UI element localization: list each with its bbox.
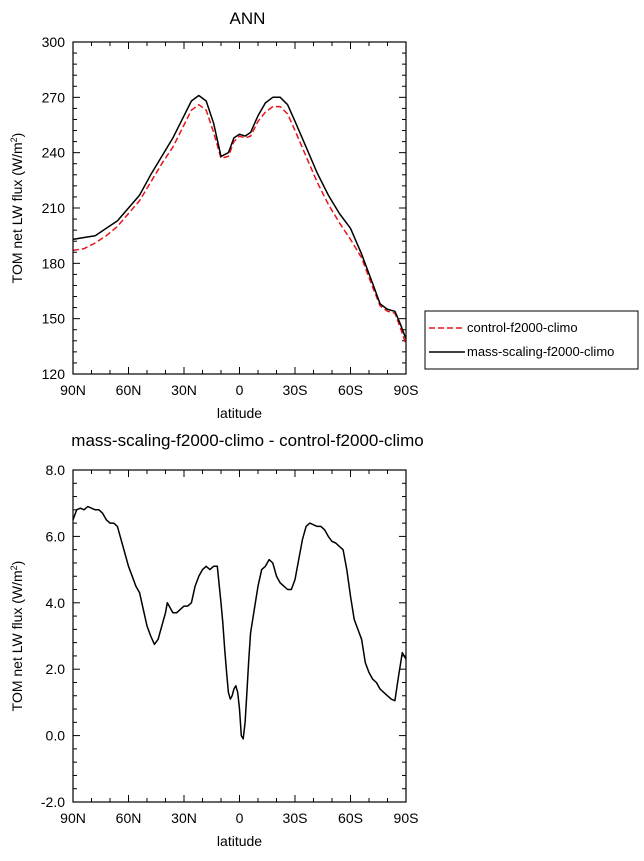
top-panel: ANN 90N 60N 30N 0 30S 60S 90S 120 150 180 210 240 270… [9, 9, 639, 421]
y-tick-label: -2.0 [41, 794, 65, 810]
series-line-0 [72, 505, 407, 740]
plot-frame [72, 469, 407, 803]
x-tick-label: 60S [338, 810, 363, 826]
y-axis-label-main: TOM net LW flux (W/m [9, 570, 25, 711]
x-tick-label: 60N [116, 382, 142, 398]
y-tick-label: 4.0 [46, 595, 66, 611]
x-axis-label: latitude [217, 405, 262, 421]
bottom-panel: mass-scaling-f2000-climo - control-f2000… [9, 431, 424, 849]
y-tick-label: 6.0 [46, 528, 66, 544]
series-line-0 [72, 103, 407, 345]
y-axis-label-main: TOM net LW flux (W/m [9, 142, 25, 283]
x-tick-label: 30N [171, 382, 197, 398]
x-tick-label: 30N [171, 810, 197, 826]
x-tick-label: 0 [236, 810, 244, 826]
y-tick-label: 240 [42, 145, 66, 161]
y-tick-label: 120 [42, 366, 66, 382]
x-tick-label: 30S [283, 382, 308, 398]
legend-box [424, 310, 639, 370]
y-axis-label: TOM net LW flux (W/m2) [9, 133, 25, 284]
x-tick-label: 60N [116, 810, 142, 826]
legend-entry-0: control-f2000-climo [467, 320, 578, 335]
plot-frame [72, 41, 407, 375]
y-axis-label: TOM net LW flux (W/m2) [9, 561, 25, 712]
x-tick-label: 0 [236, 382, 244, 398]
y-tick-label: 210 [42, 200, 66, 216]
y-axis-label-superscript: 2 [9, 565, 19, 570]
x-tick-label: 30S [283, 810, 308, 826]
y-tick-label: 180 [42, 255, 66, 271]
y-axis-label-close: ) [9, 133, 25, 138]
x-tick-label: 90N [60, 810, 86, 826]
chart-title: mass-scaling-f2000-climo - control-f2000… [71, 431, 423, 450]
y-tick-label: 300 [42, 34, 66, 50]
x-tick-label: 90S [394, 382, 419, 398]
y-axis-label-close: ) [9, 561, 25, 566]
x-tick-label: 60S [338, 382, 363, 398]
y-axis-label-superscript: 2 [9, 137, 19, 142]
y-tick-label: 8.0 [46, 462, 66, 478]
chart-title: ANN [230, 9, 266, 28]
legend-entry-1: mass-scaling-f2000-climo [467, 344, 614, 359]
series-line-1 [72, 94, 407, 340]
y-tick-label: 0.0 [46, 728, 66, 744]
x-axis-label: latitude [217, 833, 262, 849]
x-tick-label: 90N [60, 382, 86, 398]
y-tick-label: 2.0 [46, 661, 66, 677]
y-tick-label: 150 [42, 311, 66, 327]
x-tick-label: 90S [394, 810, 419, 826]
y-tick-label: 270 [42, 89, 66, 105]
